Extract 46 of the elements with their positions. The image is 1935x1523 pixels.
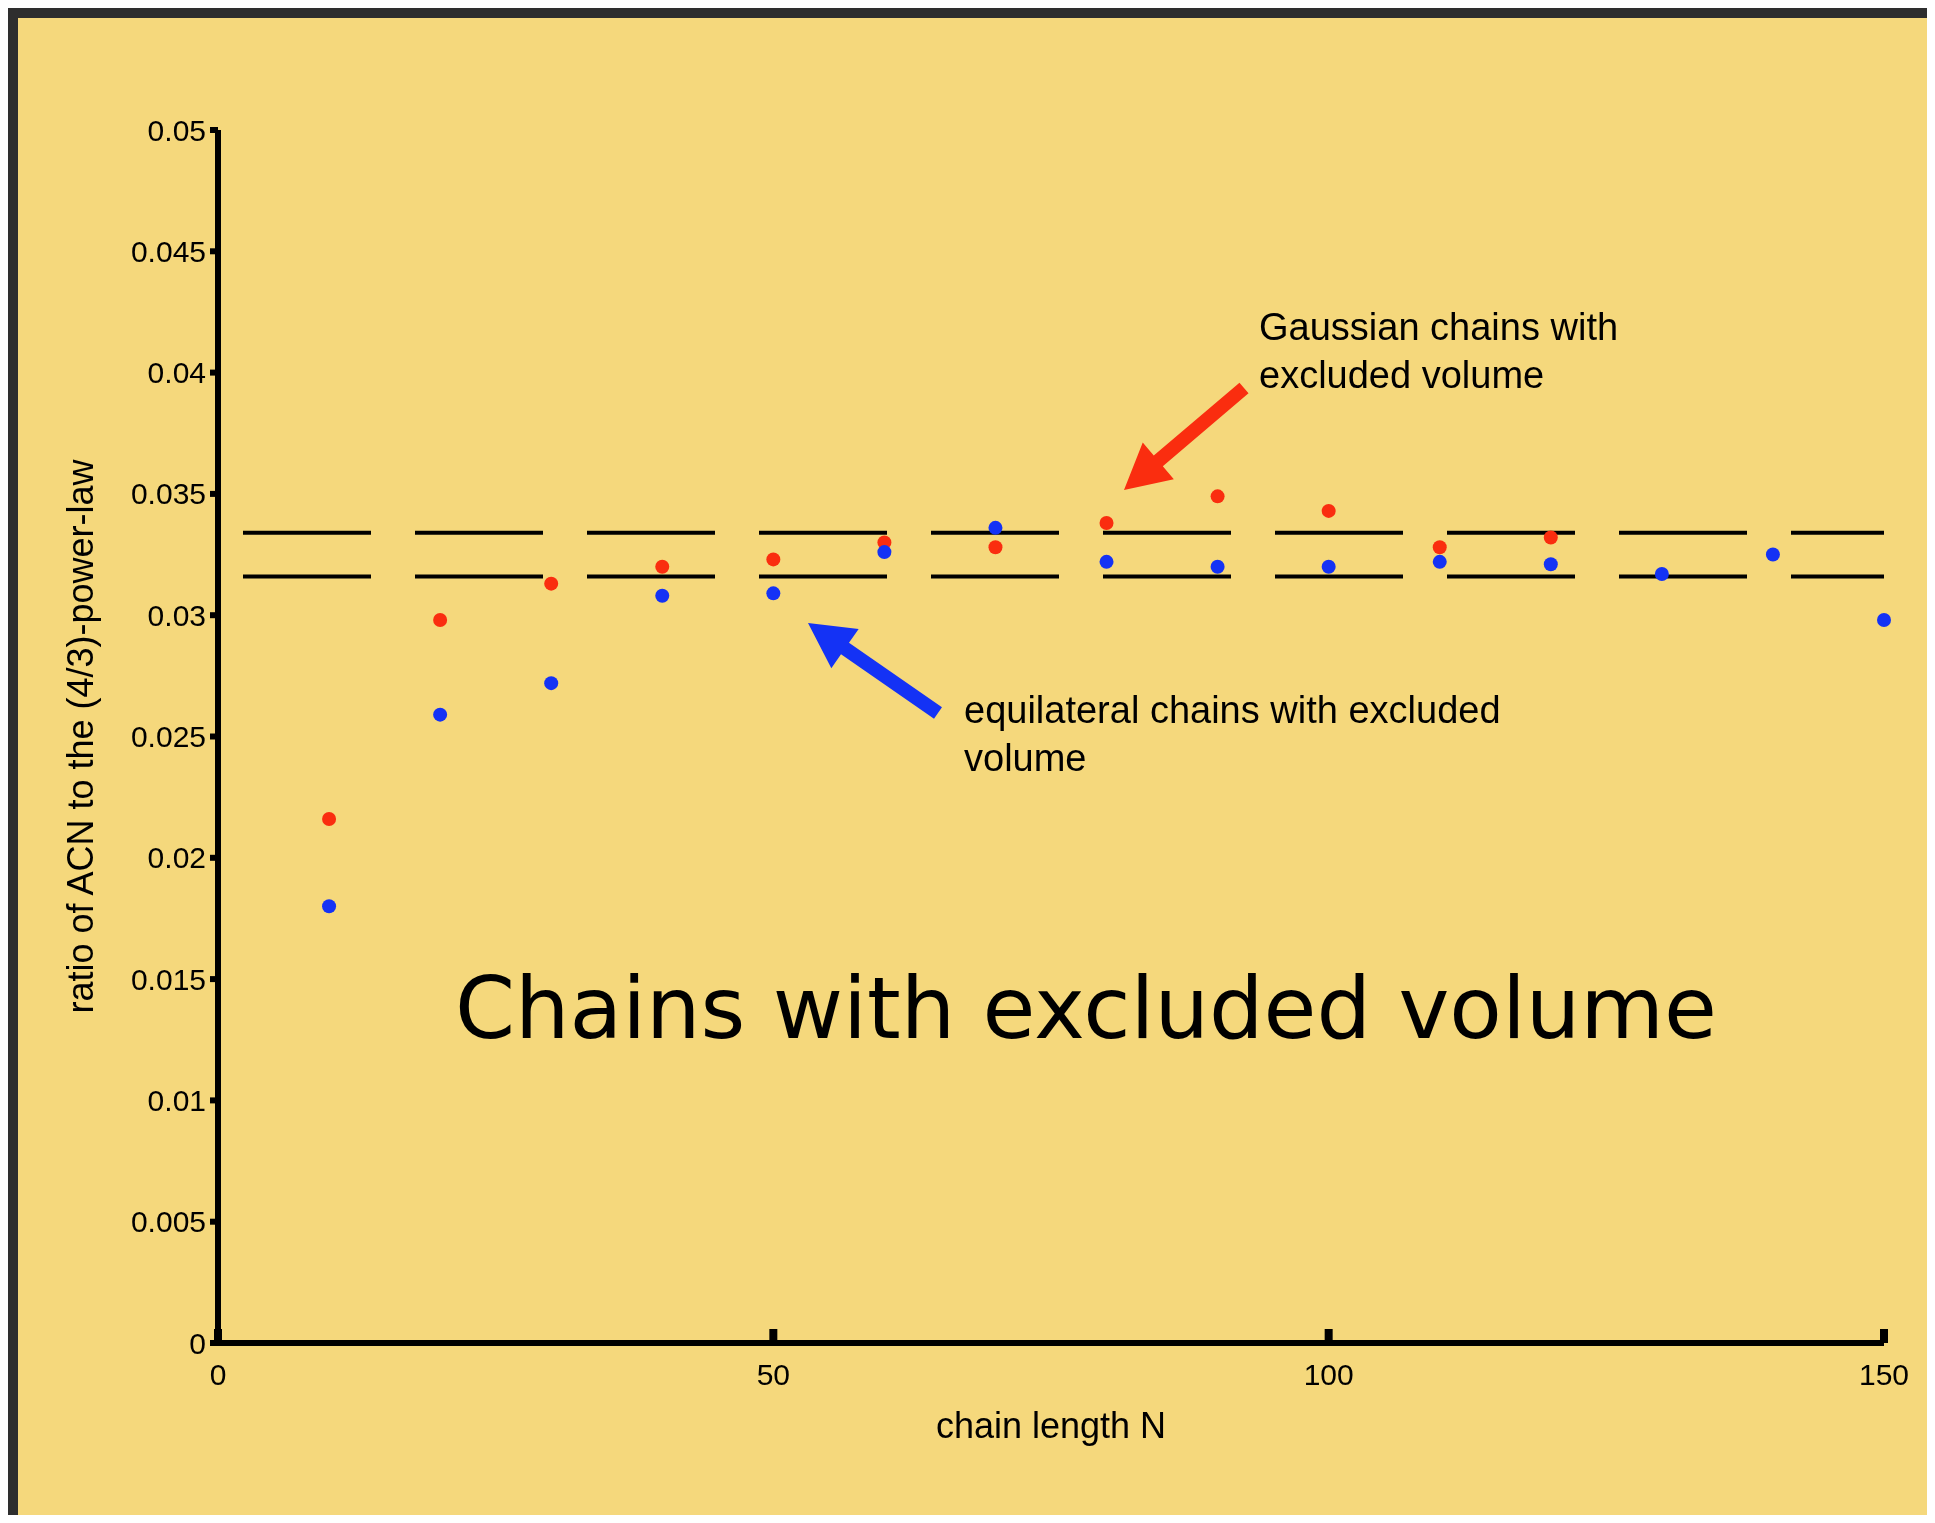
point — [322, 811, 337, 826]
annotation: Gaussian chains with excluded volume — [1259, 306, 1619, 396]
point — [1877, 613, 1891, 628]
point — [1099, 516, 1114, 531]
x-tick-label: 50 — [756, 1358, 791, 1391]
point — [544, 576, 559, 591]
annotation: equilateral chains with excluded volume — [964, 689, 1501, 779]
point — [1543, 557, 1558, 572]
y-tick-label: 0.05 — [147, 113, 206, 147]
y-tick-label: 0.03 — [147, 598, 206, 632]
point — [322, 899, 337, 914]
x-tick-label: 0 — [209, 1358, 227, 1391]
point — [766, 552, 781, 567]
y-tick-label: 0 — [189, 1326, 206, 1360]
y-tick-label: 0.015 — [130, 962, 206, 996]
x-axis-title: chain length N — [935, 1405, 1167, 1446]
point — [655, 559, 670, 574]
point — [988, 540, 1003, 555]
point — [433, 707, 448, 722]
point — [433, 613, 448, 628]
point — [1432, 554, 1447, 569]
text: Chains with excluded volume — [454, 958, 1718, 1058]
y-tick-label: 0.005 — [130, 1205, 206, 1239]
y-tick-label: 0.035 — [130, 477, 206, 511]
point — [1432, 540, 1447, 555]
point — [877, 545, 892, 560]
point — [988, 520, 1003, 535]
x-tick-label: 150 — [1858, 1358, 1910, 1391]
y-tick-label: 0.04 — [147, 356, 206, 390]
point — [655, 588, 670, 603]
point — [1210, 559, 1225, 574]
y-tick-label: 0.045 — [130, 234, 206, 268]
y-tick-label: 0.02 — [147, 841, 206, 875]
point — [1543, 530, 1558, 545]
point — [1321, 559, 1336, 574]
y-axis-title: ratio of ACN to the (4/3)-power-law — [60, 458, 101, 1014]
point — [1765, 547, 1780, 562]
x-tick-label: 100 — [1303, 1358, 1354, 1391]
point — [544, 676, 559, 691]
point — [766, 586, 781, 601]
point — [1321, 503, 1336, 518]
point — [1210, 489, 1225, 504]
y-tick-label: 0.01 — [147, 1083, 206, 1117]
point — [1099, 554, 1114, 569]
point — [1654, 566, 1669, 581]
y-tick-label: 0.025 — [130, 720, 206, 753]
